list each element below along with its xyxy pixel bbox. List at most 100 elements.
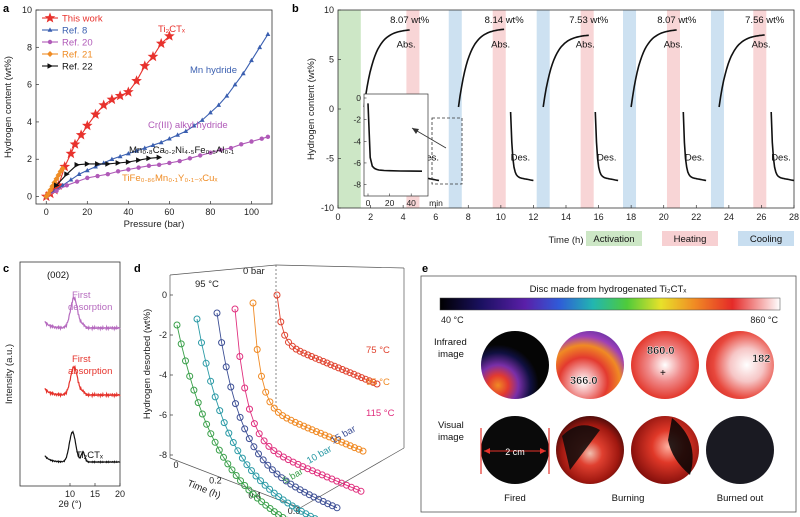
panel-b-inset-frame xyxy=(363,93,429,197)
panel-d-point xyxy=(241,482,249,489)
panel-e-row-infrared-2: image xyxy=(438,349,464,360)
panel-a-legend-label: Ref. 20 xyxy=(62,38,93,49)
panel-d-point xyxy=(216,407,224,415)
panel-d-point xyxy=(334,437,342,444)
panel-e-col-burned-out: Burned out xyxy=(717,493,764,504)
panel-d-point xyxy=(313,428,320,436)
panel-b-x-ticks: 0 2 4 6 8 10 12 14 16 18 20 22 24 26 28 xyxy=(335,205,799,222)
panel-a-point xyxy=(265,31,271,37)
panel-a-point xyxy=(53,179,64,190)
panel-b-inset-arrow xyxy=(411,127,447,149)
panel-d-point xyxy=(182,357,189,365)
panel-d-point xyxy=(346,369,354,377)
panel-a-legend-marker xyxy=(47,51,53,57)
panel-a-point xyxy=(85,175,90,181)
panel-a-annotation-mnca: Mn₀.₈Ca₀.₂Ni₄.₅Fe₀.₅Al₀.₁ xyxy=(129,145,234,156)
panel-d-point xyxy=(215,446,223,454)
panel-d-point xyxy=(259,456,267,464)
panel-b-absorption-curve xyxy=(718,34,765,108)
panel-a-point xyxy=(82,120,93,131)
panel-a-series xyxy=(40,30,271,202)
panel-e-ir-reading-1: 366.0 xyxy=(570,375,598,387)
panel-e-title: Disc made from hydrogenated Ti₂CTₓ xyxy=(530,284,688,295)
panel-d-point xyxy=(308,426,316,434)
panel-d-point xyxy=(262,501,270,509)
panel-e-ir-disc-1 xyxy=(481,331,549,399)
panel-d-point xyxy=(346,442,354,450)
panel-a-point xyxy=(131,75,142,86)
panel-b-band-heating xyxy=(753,10,767,208)
panel-b-inset-y-label: -8 xyxy=(353,180,361,190)
panel-b-inset-curve xyxy=(367,103,423,172)
panel-e-ir-reading-3: 182 xyxy=(752,353,770,365)
panel-d-point xyxy=(253,494,261,502)
panel-d-point xyxy=(304,351,312,359)
panel-c-label-absorption: absorption xyxy=(68,366,112,377)
panel-d-point xyxy=(300,349,308,357)
panel-a-legend-marker xyxy=(47,63,53,69)
panel-d-point xyxy=(338,366,346,373)
panel-a-point xyxy=(75,129,87,140)
panel-d-point xyxy=(245,435,253,443)
panel-d-label-75c: 75 °C xyxy=(366,345,390,356)
panel-d-point xyxy=(258,498,266,506)
panel-d-point xyxy=(335,364,342,372)
panel-e-row-visual: Visual image xyxy=(438,420,464,443)
panel-b-x-tick-label: 12 xyxy=(528,212,538,222)
panel-a-point xyxy=(175,132,180,137)
panel-e-row-visual-2: image xyxy=(438,432,464,443)
panel-d-point xyxy=(291,418,299,426)
panel-c-curves xyxy=(44,296,121,464)
panel-c-x-ticks: 10 15 20 xyxy=(65,483,125,499)
panel-b-y-label: Hydrogen content (wt%) xyxy=(306,58,317,160)
panel-b-absorption-curve xyxy=(630,29,677,108)
panel-d-point xyxy=(296,420,303,428)
panel-b-capacity-label: 8.07 wt% xyxy=(390,15,430,26)
panel-a-point xyxy=(136,157,142,163)
panel-b-inset-x-label: min xyxy=(429,198,443,208)
panel-a-point xyxy=(187,156,193,161)
panel-a-point xyxy=(259,136,264,141)
panel-b-band-heating xyxy=(666,10,680,208)
panel-d-point xyxy=(249,490,257,498)
panel-a-point xyxy=(109,156,115,162)
panel-b-cycle-labels: 8.07 wt% Abs. Des. 8.14 wt% Abs. Des. 7.53 wt%… xyxy=(390,15,791,164)
panel-a-point xyxy=(84,167,90,173)
panel-a-x-tick-label: 40 xyxy=(123,207,133,217)
panel-a-legend-label: Ref. 8 xyxy=(62,26,87,37)
panel-d-point xyxy=(207,377,215,385)
panel-b-desorption-curve xyxy=(509,111,534,182)
panel-e-row-infrared: Infrared image xyxy=(434,337,467,360)
panel-a-legend-marker xyxy=(47,39,53,45)
panel-d-point xyxy=(308,353,316,360)
panel-b-capacity-label: 7.53 wt% xyxy=(569,15,609,26)
panel-e-ir-reading-2: 860.0 xyxy=(647,345,675,357)
panel-a-annotation-tife: TiFe₀.₈₆Mn₀.₁Y₀.₁₋ₓCuₓ xyxy=(122,173,218,184)
panel-d-point xyxy=(211,393,219,401)
panel-d-point xyxy=(327,361,335,369)
panel-b-x-tick-label: 16 xyxy=(594,212,604,222)
panel-a-point xyxy=(166,136,172,141)
panel-b-capacity-label: 8.14 wt% xyxy=(485,15,525,26)
panel-a-point xyxy=(156,162,162,168)
panel-b-abs-label: Abs. xyxy=(576,40,595,51)
panel-b-x-tick-label: 28 xyxy=(789,212,799,222)
panel-d-point xyxy=(357,487,365,495)
panel-d-point xyxy=(373,380,381,388)
panel-e-row-visual-1: Visual xyxy=(438,420,464,431)
panel-b-des-label: Des. xyxy=(511,152,531,163)
panel-c-label-first2: First xyxy=(72,354,91,365)
panel-d-point xyxy=(275,493,283,501)
panel-d-series-5 xyxy=(173,321,289,517)
panel-b-y-tick-label: 5 xyxy=(329,55,334,65)
panel-a-point xyxy=(115,169,121,174)
panel-a-y-tick-label: 0 xyxy=(27,192,32,202)
panel-a-point xyxy=(183,128,189,134)
panel-d: d 0-2-4-6-8 00.20.40.6 Hydrogen desorbed… xyxy=(134,263,405,517)
panel-d-point xyxy=(194,399,202,407)
panel-a-point xyxy=(64,183,69,188)
panel-a-point xyxy=(59,165,66,172)
panel-d-series xyxy=(173,291,381,517)
panel-a-point xyxy=(199,117,205,122)
